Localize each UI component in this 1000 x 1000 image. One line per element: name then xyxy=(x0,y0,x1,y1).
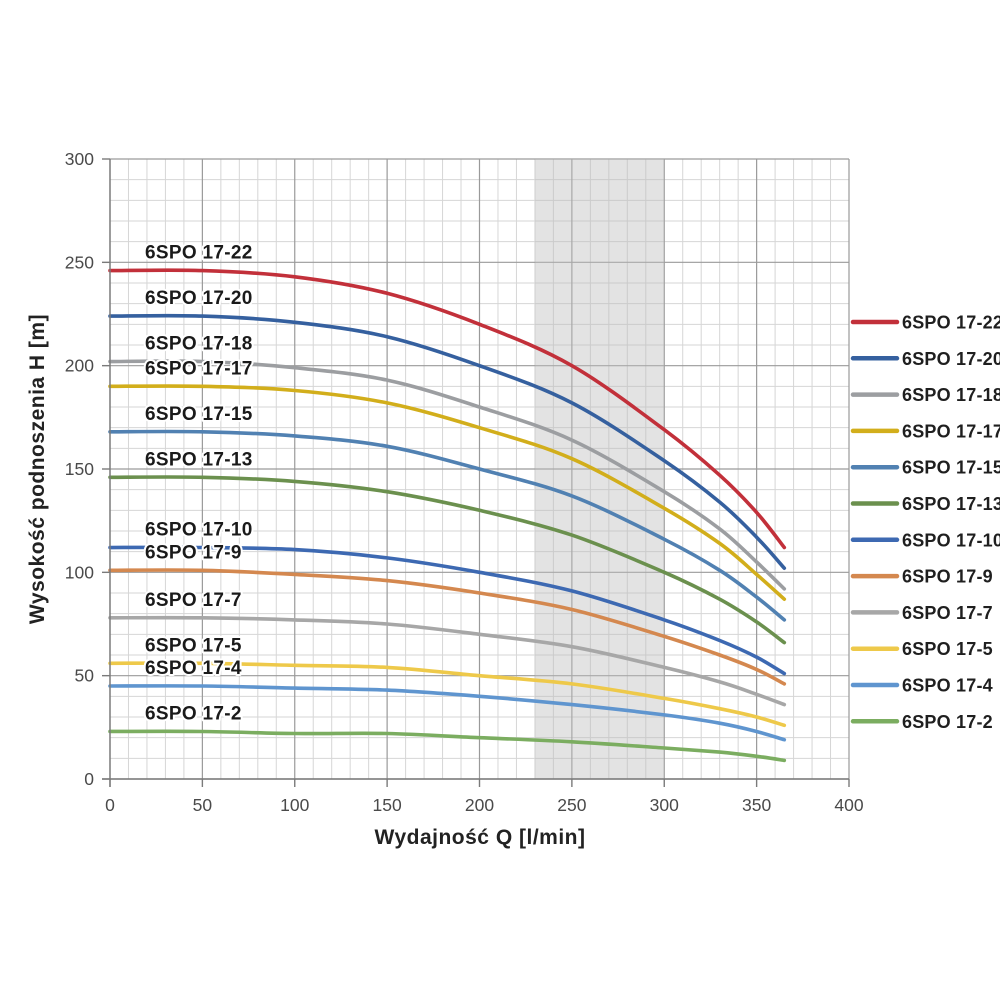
y-tick-label: 50 xyxy=(75,666,95,686)
legend-item-6spo-17-13: 6SPO 17-13 xyxy=(850,494,1000,514)
curve-inline-label-6spo-17-10: 6SPO 17-10 xyxy=(145,520,253,541)
curve-6spo-17-20 xyxy=(108,313,787,570)
curve-6spo-17-13 xyxy=(108,475,787,645)
legend-item-label: 6SPO 17-22 xyxy=(902,313,1000,333)
curve-inline-label-6spo-17-5: 6SPO 17-5 xyxy=(145,635,242,656)
curve-inline-label-6spo-17-7: 6SPO 17-7 xyxy=(145,590,242,611)
y-tick-label: 250 xyxy=(65,252,94,272)
y-tick-label: 100 xyxy=(65,562,94,582)
curve-inline-label-6spo-17-9: 6SPO 17-9 xyxy=(145,542,242,563)
legend-item-6spo-17-10: 6SPO 17-10 xyxy=(850,530,1000,550)
curve-inline-label-6spo-17-17: 6SPO 17-17 xyxy=(145,358,253,379)
curve-inline-label-6spo-17-20: 6SPO 17-20 xyxy=(145,288,253,309)
legend-item-6spo-17-7: 6SPO 17-7 xyxy=(850,603,993,623)
curve-6spo-17-15 xyxy=(108,429,787,622)
curve-inline-label-6spo-17-4: 6SPO 17-4 xyxy=(145,658,242,679)
curve-inline-label-6spo-17-2: 6SPO 17-2 xyxy=(145,703,242,724)
legend-item-label: 6SPO 17-20 xyxy=(902,349,1000,369)
axes-layer: 0 50 100 150 200 250 300 350 400 0 50 100 150 200 250 3… xyxy=(65,149,864,815)
legend-item-label: 6SPO 17-7 xyxy=(902,603,993,623)
curve-6spo-17-17 xyxy=(108,384,787,601)
legend-item-label: 6SPO 17-2 xyxy=(902,712,993,732)
x-axis-title: Wydajność Q [l/min] xyxy=(375,826,586,849)
x-tick-label: 50 xyxy=(193,795,213,815)
x-tick-label: 400 xyxy=(834,795,863,815)
legend-item-6spo-17-5: 6SPO 17-5 xyxy=(850,639,993,659)
y-axis-title: Wysokość podnoszenia H [m] xyxy=(26,314,49,624)
x-tick-label: 100 xyxy=(280,795,309,815)
legend-item-label: 6SPO 17-17 xyxy=(902,421,1000,441)
legend-item-label: 6SPO 17-10 xyxy=(902,530,1000,550)
legend-item-6spo-17-18: 6SPO 17-18 xyxy=(850,385,1000,405)
x-tick-label: 350 xyxy=(742,795,771,815)
legend-item-6spo-17-22: 6SPO 17-22 xyxy=(850,313,1000,333)
x-tick-label: 300 xyxy=(650,795,679,815)
curve-6spo-17-4 xyxy=(108,684,787,742)
x-tick-label: 0 xyxy=(105,795,115,815)
curves-layer xyxy=(108,268,787,763)
x-tick-label: 200 xyxy=(465,795,494,815)
x-tick-label: 150 xyxy=(373,795,402,815)
x-tick-label: 250 xyxy=(557,795,586,815)
curve-6spo-17-22 xyxy=(108,268,787,550)
legend-item-6spo-17-20: 6SPO 17-20 xyxy=(850,349,1000,369)
y-tick-label: 0 xyxy=(84,769,94,789)
curve-6spo-17-2 xyxy=(108,729,787,763)
curve-6spo-17-7 xyxy=(108,615,787,707)
legend-item-label: 6SPO 17-18 xyxy=(902,385,1000,405)
legend-item-label: 6SPO 17-15 xyxy=(902,458,1000,478)
legend-item-6spo-17-15: 6SPO 17-15 xyxy=(850,458,1000,478)
legend-layer: 6SPO 17-22 6SPO 17-20 6SPO 17-18 6SPO 17-17… xyxy=(850,313,1000,732)
operating-range-band-layer xyxy=(534,159,665,779)
y-tick-label: 150 xyxy=(65,459,94,479)
grid-layer xyxy=(109,158,850,780)
operating-range-band xyxy=(534,159,665,779)
curve-inline-label-6spo-17-18: 6SPO 17-18 xyxy=(145,334,253,355)
legend-item-label: 6SPO 17-9 xyxy=(902,567,993,587)
curve-6spo-17-10 xyxy=(108,545,787,676)
legend-item-6spo-17-2: 6SPO 17-2 xyxy=(850,712,993,732)
curve-6spo-17-9 xyxy=(108,568,787,686)
curve-inline-label-6spo-17-13: 6SPO 17-13 xyxy=(145,449,253,470)
legend-item-label: 6SPO 17-5 xyxy=(902,639,993,659)
y-tick-label: 200 xyxy=(65,356,94,376)
legend-item-label: 6SPO 17-4 xyxy=(902,676,993,696)
curve-inline-label-6spo-17-22: 6SPO 17-22 xyxy=(145,243,253,264)
legend-item-label: 6SPO 17-13 xyxy=(902,494,1000,514)
curve-6spo-17-18 xyxy=(108,359,787,591)
y-tick-label: 300 xyxy=(65,149,94,169)
legend-item-6spo-17-9: 6SPO 17-9 xyxy=(850,567,993,587)
curve-inline-label-6spo-17-15: 6SPO 17-15 xyxy=(145,404,253,425)
curve-labels-layer: 6SPO 17-22 6SPO 17-20 6SPO 17-18 6SPO 17-17… xyxy=(143,241,254,727)
legend-item-6spo-17-17: 6SPO 17-17 xyxy=(850,421,1000,441)
legend-item-6spo-17-4: 6SPO 17-4 xyxy=(850,676,993,696)
curve-6spo-17-5 xyxy=(108,661,787,728)
